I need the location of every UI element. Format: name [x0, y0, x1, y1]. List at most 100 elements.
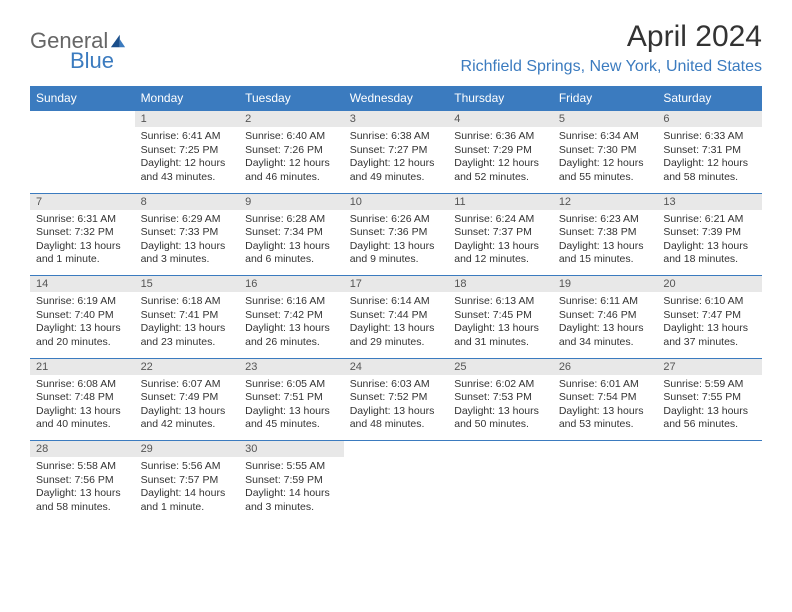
day-content-cell: Sunrise: 6:18 AMSunset: 7:41 PMDaylight:…	[135, 292, 240, 358]
day-number-cell: 20	[657, 276, 762, 293]
sunset-text: Sunset: 7:48 PM	[36, 391, 129, 405]
day-number-cell: 1	[135, 111, 240, 128]
title-block: April 2024 Richfield Springs, New York, …	[461, 20, 762, 76]
day-number-cell	[553, 441, 658, 458]
day-content-cell: Sunrise: 6:26 AMSunset: 7:36 PMDaylight:…	[344, 210, 449, 276]
sunrise-text: Sunrise: 6:24 AM	[454, 213, 547, 227]
day-number-cell	[344, 441, 449, 458]
day-number-cell: 17	[344, 276, 449, 293]
day-header-row: Sunday Monday Tuesday Wednesday Thursday…	[30, 86, 762, 111]
sunset-text: Sunset: 7:44 PM	[350, 309, 443, 323]
day-content-cell: Sunrise: 6:24 AMSunset: 7:37 PMDaylight:…	[448, 210, 553, 276]
sunset-text: Sunset: 7:46 PM	[559, 309, 652, 323]
day-number-cell: 3	[344, 111, 449, 128]
day-number-cell: 22	[135, 358, 240, 375]
day-content-cell: Sunrise: 6:16 AMSunset: 7:42 PMDaylight:…	[239, 292, 344, 358]
day-content-cell: Sunrise: 6:10 AMSunset: 7:47 PMDaylight:…	[657, 292, 762, 358]
day-number-cell: 14	[30, 276, 135, 293]
sunset-text: Sunset: 7:36 PM	[350, 226, 443, 240]
sunset-text: Sunset: 7:39 PM	[663, 226, 756, 240]
week-content-row: Sunrise: 6:41 AMSunset: 7:25 PMDaylight:…	[30, 127, 762, 193]
day-content-cell: Sunrise: 5:58 AMSunset: 7:56 PMDaylight:…	[30, 457, 135, 523]
sunset-text: Sunset: 7:52 PM	[350, 391, 443, 405]
day-content-cell: Sunrise: 6:21 AMSunset: 7:39 PMDaylight:…	[657, 210, 762, 276]
sunset-text: Sunset: 7:31 PM	[663, 144, 756, 158]
sunset-text: Sunset: 7:33 PM	[141, 226, 234, 240]
day-number-cell: 4	[448, 111, 553, 128]
sunset-text: Sunset: 7:49 PM	[141, 391, 234, 405]
calendar-table: Sunday Monday Tuesday Wednesday Thursday…	[30, 86, 762, 523]
sunset-text: Sunset: 7:38 PM	[559, 226, 652, 240]
daylight-text: Daylight: 13 hours and 50 minutes.	[454, 405, 547, 432]
day-number-cell: 8	[135, 193, 240, 210]
daylight-text: Daylight: 13 hours and 1 minute.	[36, 240, 129, 267]
day-number-cell: 2	[239, 111, 344, 128]
week-daynum-row: 282930	[30, 441, 762, 458]
day-number-cell: 24	[344, 358, 449, 375]
day-number-cell	[448, 441, 553, 458]
daylight-text: Daylight: 13 hours and 26 minutes.	[245, 322, 338, 349]
daylight-text: Daylight: 13 hours and 18 minutes.	[663, 240, 756, 267]
daylight-text: Daylight: 13 hours and 20 minutes.	[36, 322, 129, 349]
sunrise-text: Sunrise: 6:03 AM	[350, 378, 443, 392]
sunrise-text: Sunrise: 6:05 AM	[245, 378, 338, 392]
day-number-cell: 19	[553, 276, 658, 293]
day-number-cell: 21	[30, 358, 135, 375]
day-number-cell: 6	[657, 111, 762, 128]
day-content-cell: Sunrise: 6:36 AMSunset: 7:29 PMDaylight:…	[448, 127, 553, 193]
sunrise-text: Sunrise: 6:36 AM	[454, 130, 547, 144]
day-content-cell: Sunrise: 6:31 AMSunset: 7:32 PMDaylight:…	[30, 210, 135, 276]
day-number-cell: 11	[448, 193, 553, 210]
sunrise-text: Sunrise: 6:14 AM	[350, 295, 443, 309]
sunset-text: Sunset: 7:37 PM	[454, 226, 547, 240]
daylight-text: Daylight: 13 hours and 45 minutes.	[245, 405, 338, 432]
day-header: Thursday	[448, 86, 553, 111]
daylight-text: Daylight: 13 hours and 6 minutes.	[245, 240, 338, 267]
daylight-text: Daylight: 14 hours and 1 minute.	[141, 487, 234, 514]
daylight-text: Daylight: 13 hours and 42 minutes.	[141, 405, 234, 432]
sunrise-text: Sunrise: 5:59 AM	[663, 378, 756, 392]
sunrise-text: Sunrise: 6:18 AM	[141, 295, 234, 309]
day-content-cell: Sunrise: 6:38 AMSunset: 7:27 PMDaylight:…	[344, 127, 449, 193]
day-content-cell: Sunrise: 6:28 AMSunset: 7:34 PMDaylight:…	[239, 210, 344, 276]
sunrise-text: Sunrise: 6:26 AM	[350, 213, 443, 227]
day-content-cell: Sunrise: 6:29 AMSunset: 7:33 PMDaylight:…	[135, 210, 240, 276]
week-daynum-row: 21222324252627	[30, 358, 762, 375]
day-number-cell: 25	[448, 358, 553, 375]
sunset-text: Sunset: 7:51 PM	[245, 391, 338, 405]
sunrise-text: Sunrise: 6:34 AM	[559, 130, 652, 144]
day-content-cell	[553, 457, 658, 523]
week-content-row: Sunrise: 6:08 AMSunset: 7:48 PMDaylight:…	[30, 375, 762, 441]
day-content-cell: Sunrise: 6:23 AMSunset: 7:38 PMDaylight:…	[553, 210, 658, 276]
day-content-cell: Sunrise: 5:55 AMSunset: 7:59 PMDaylight:…	[239, 457, 344, 523]
sunrise-text: Sunrise: 6:10 AM	[663, 295, 756, 309]
sunrise-text: Sunrise: 6:01 AM	[559, 378, 652, 392]
day-header: Sunday	[30, 86, 135, 111]
sunrise-text: Sunrise: 6:28 AM	[245, 213, 338, 227]
header: GeneralBlue April 2024 Richfield Springs…	[30, 20, 762, 76]
calendar-body: 123456Sunrise: 6:41 AMSunset: 7:25 PMDay…	[30, 111, 762, 524]
day-content-cell	[657, 457, 762, 523]
sunset-text: Sunset: 7:34 PM	[245, 226, 338, 240]
day-header: Wednesday	[344, 86, 449, 111]
daylight-text: Daylight: 13 hours and 48 minutes.	[350, 405, 443, 432]
daylight-text: Daylight: 12 hours and 43 minutes.	[141, 157, 234, 184]
daylight-text: Daylight: 12 hours and 49 minutes.	[350, 157, 443, 184]
day-content-cell: Sunrise: 6:34 AMSunset: 7:30 PMDaylight:…	[553, 127, 658, 193]
sunset-text: Sunset: 7:42 PM	[245, 309, 338, 323]
month-title: April 2024	[461, 20, 762, 54]
day-header: Monday	[135, 86, 240, 111]
day-content-cell	[30, 127, 135, 193]
day-number-cell: 13	[657, 193, 762, 210]
daylight-text: Daylight: 13 hours and 58 minutes.	[36, 487, 129, 514]
calendar-page: GeneralBlue April 2024 Richfield Springs…	[0, 0, 792, 543]
logo-text-blue: Blue	[70, 48, 127, 74]
day-content-cell: Sunrise: 6:40 AMSunset: 7:26 PMDaylight:…	[239, 127, 344, 193]
week-content-row: Sunrise: 6:31 AMSunset: 7:32 PMDaylight:…	[30, 210, 762, 276]
daylight-text: Daylight: 12 hours and 58 minutes.	[663, 157, 756, 184]
sunset-text: Sunset: 7:25 PM	[141, 144, 234, 158]
logo: GeneralBlue	[30, 28, 127, 74]
daylight-text: Daylight: 12 hours and 46 minutes.	[245, 157, 338, 184]
day-header: Friday	[553, 86, 658, 111]
day-content-cell: Sunrise: 6:11 AMSunset: 7:46 PMDaylight:…	[553, 292, 658, 358]
